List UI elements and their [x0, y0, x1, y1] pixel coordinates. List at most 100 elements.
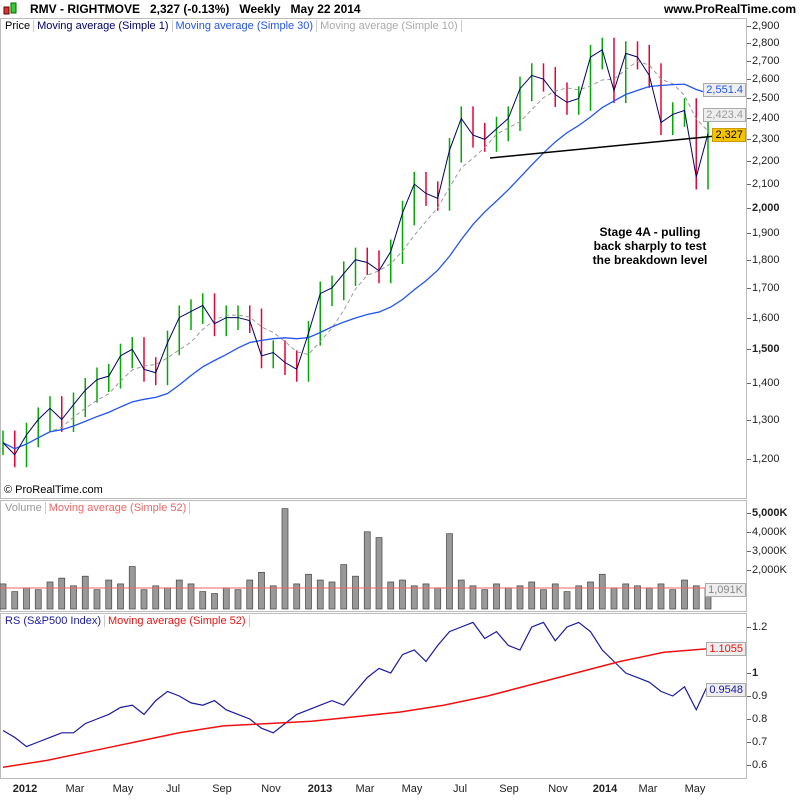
- x-axis-tick: Mar: [355, 783, 375, 795]
- price-axis-tick: 1,800: [747, 253, 780, 266]
- x-axis-tick: Nov: [261, 783, 281, 795]
- volume-bar: [117, 583, 124, 610]
- volume-legend: Volume Moving average (Simple 52): [2, 502, 191, 514]
- volume-bar: [293, 583, 301, 610]
- x-axis-tick: May: [401, 783, 423, 795]
- ma1-line: [2, 49, 709, 456]
- rs-ma-badge: 1.1055: [706, 642, 746, 656]
- volume-bar: [105, 579, 113, 610]
- volume-bar: [211, 593, 218, 610]
- volume-bar: [422, 583, 430, 610]
- price-axis-tick: 2,500: [747, 92, 780, 105]
- volume-axis-tick: 3,000K: [747, 545, 787, 558]
- price-axis-tick: 2,900: [747, 19, 780, 32]
- ma10-badge: 2,423.4: [703, 108, 746, 122]
- copyright: © ProRealTime.com: [4, 484, 103, 496]
- volume-bar: [34, 589, 42, 610]
- legend-rs[interactable]: RS (S&P500 Index): [2, 615, 105, 627]
- rs-legend: RS (S&P500 Index) Moving average (Simple…: [2, 615, 250, 627]
- volume-bar: [528, 581, 536, 610]
- ma30-line: [2, 83, 709, 450]
- volume-bar: [681, 579, 688, 610]
- volume-ma-badge: 1,091K: [705, 583, 746, 597]
- volume-bar: [234, 589, 242, 610]
- site-link[interactable]: www.ProRealTime.com: [663, 2, 796, 16]
- price-axis-tick: 2,300: [747, 133, 780, 146]
- header: RMV - RIGHTMOVE 2,327 (-0.13%) Weekly Ma…: [0, 0, 800, 18]
- volume-bar: [575, 585, 583, 610]
- volume-bar: [316, 579, 324, 610]
- volume-bar: [375, 537, 383, 610]
- volume-axis-tick: 2,000K: [747, 564, 787, 577]
- legend-volume[interactable]: Volume: [2, 502, 46, 514]
- price-axis-tick: 2,000: [747, 202, 780, 214]
- x-axis-tick: Jul: [452, 783, 468, 795]
- volume-bar: [222, 587, 230, 610]
- rs-axis-tick: 1: [746, 667, 759, 679]
- volume-bar: [634, 585, 641, 610]
- volume-bar: [187, 583, 195, 610]
- price-axis-tick: 1,200: [747, 452, 780, 465]
- volume-bar: [281, 508, 289, 610]
- volume-bar: [46, 581, 54, 610]
- volume-bar: [669, 589, 677, 610]
- legend-price[interactable]: Price: [2, 20, 35, 32]
- volume-bar: [199, 591, 207, 610]
- x-axis-tick: Sep: [212, 783, 232, 795]
- volume-bar: [70, 585, 77, 610]
- volume-bar: [0, 583, 7, 610]
- annotation: Stage 4A - pulling back sharply to test …: [592, 225, 708, 267]
- volume-bar: [269, 585, 277, 610]
- volume-bar: [516, 585, 524, 610]
- price-panel[interactable]: Price Moving average (Simple 1) Moving a…: [0, 18, 747, 499]
- price-axis-tick: 1,700: [747, 281, 780, 294]
- volume-bar: [258, 571, 265, 610]
- rs-axis-tick: 0.7: [746, 736, 768, 748]
- x-axis-tick: May: [112, 783, 134, 795]
- x-axis-tick: Nov: [548, 783, 568, 795]
- symbol-title: RMV - RIGHTMOVE: [30, 2, 140, 16]
- volume-bar: [551, 583, 559, 610]
- price-axis-tick: 2,400: [747, 112, 780, 125]
- legend-ma30[interactable]: Moving average (Simple 30): [173, 20, 318, 32]
- rs-axis-tick: 1.2: [746, 621, 768, 633]
- volume-bar: [140, 589, 148, 610]
- rs-badge: 0.9548: [706, 683, 746, 697]
- volume-axis-tick: 5,000K: [746, 506, 788, 519]
- price-axis-tick: 1,400: [747, 377, 780, 390]
- volume-bar: [598, 573, 606, 610]
- volume-bar: [340, 564, 348, 610]
- volume-bar: [387, 581, 395, 610]
- volume-bar: [692, 585, 700, 610]
- legend-rs-ma[interactable]: Moving average (Simple 52): [105, 615, 250, 627]
- price-axis-tick: 2,800: [747, 36, 780, 49]
- volume-bar: [410, 585, 418, 610]
- breakdown-trendline: [489, 135, 717, 159]
- period: Weekly: [239, 2, 281, 16]
- price-axis-tick: 1,600: [747, 311, 780, 324]
- volume-bar: [645, 587, 653, 610]
- volume-bar: [81, 575, 89, 610]
- legend-volume-ma[interactable]: Moving average (Simple 52): [46, 502, 191, 514]
- volume-bar: [363, 531, 371, 610]
- volume-bar: [164, 587, 171, 610]
- rs-line: [2, 621, 709, 748]
- volume-bar: [457, 579, 465, 610]
- price-legend: Price Moving average (Simple 1) Moving a…: [2, 20, 462, 32]
- volume-bar: [504, 587, 512, 610]
- candlestick-logo-icon: [3, 2, 17, 15]
- volume-bar: [23, 587, 30, 610]
- last-price-badge: 2,327: [712, 128, 746, 142]
- legend-ma10[interactable]: Moving average (Simple 10): [317, 20, 462, 32]
- volume-bar: [469, 585, 477, 610]
- x-axis-tick: 2014: [592, 783, 618, 795]
- volume-bar: [587, 581, 594, 610]
- ma10-line: [2, 60, 709, 450]
- legend-ma1[interactable]: Moving average (Simple 1): [34, 20, 173, 32]
- volume-bar: [657, 583, 665, 610]
- rs-panel[interactable]: RS (S&P500 Index) Moving average (Simple…: [0, 613, 747, 779]
- ma30-badge: 2,551.4: [703, 83, 746, 97]
- volume-bar: [540, 589, 547, 610]
- price-axis-tick: 2,200: [747, 155, 780, 168]
